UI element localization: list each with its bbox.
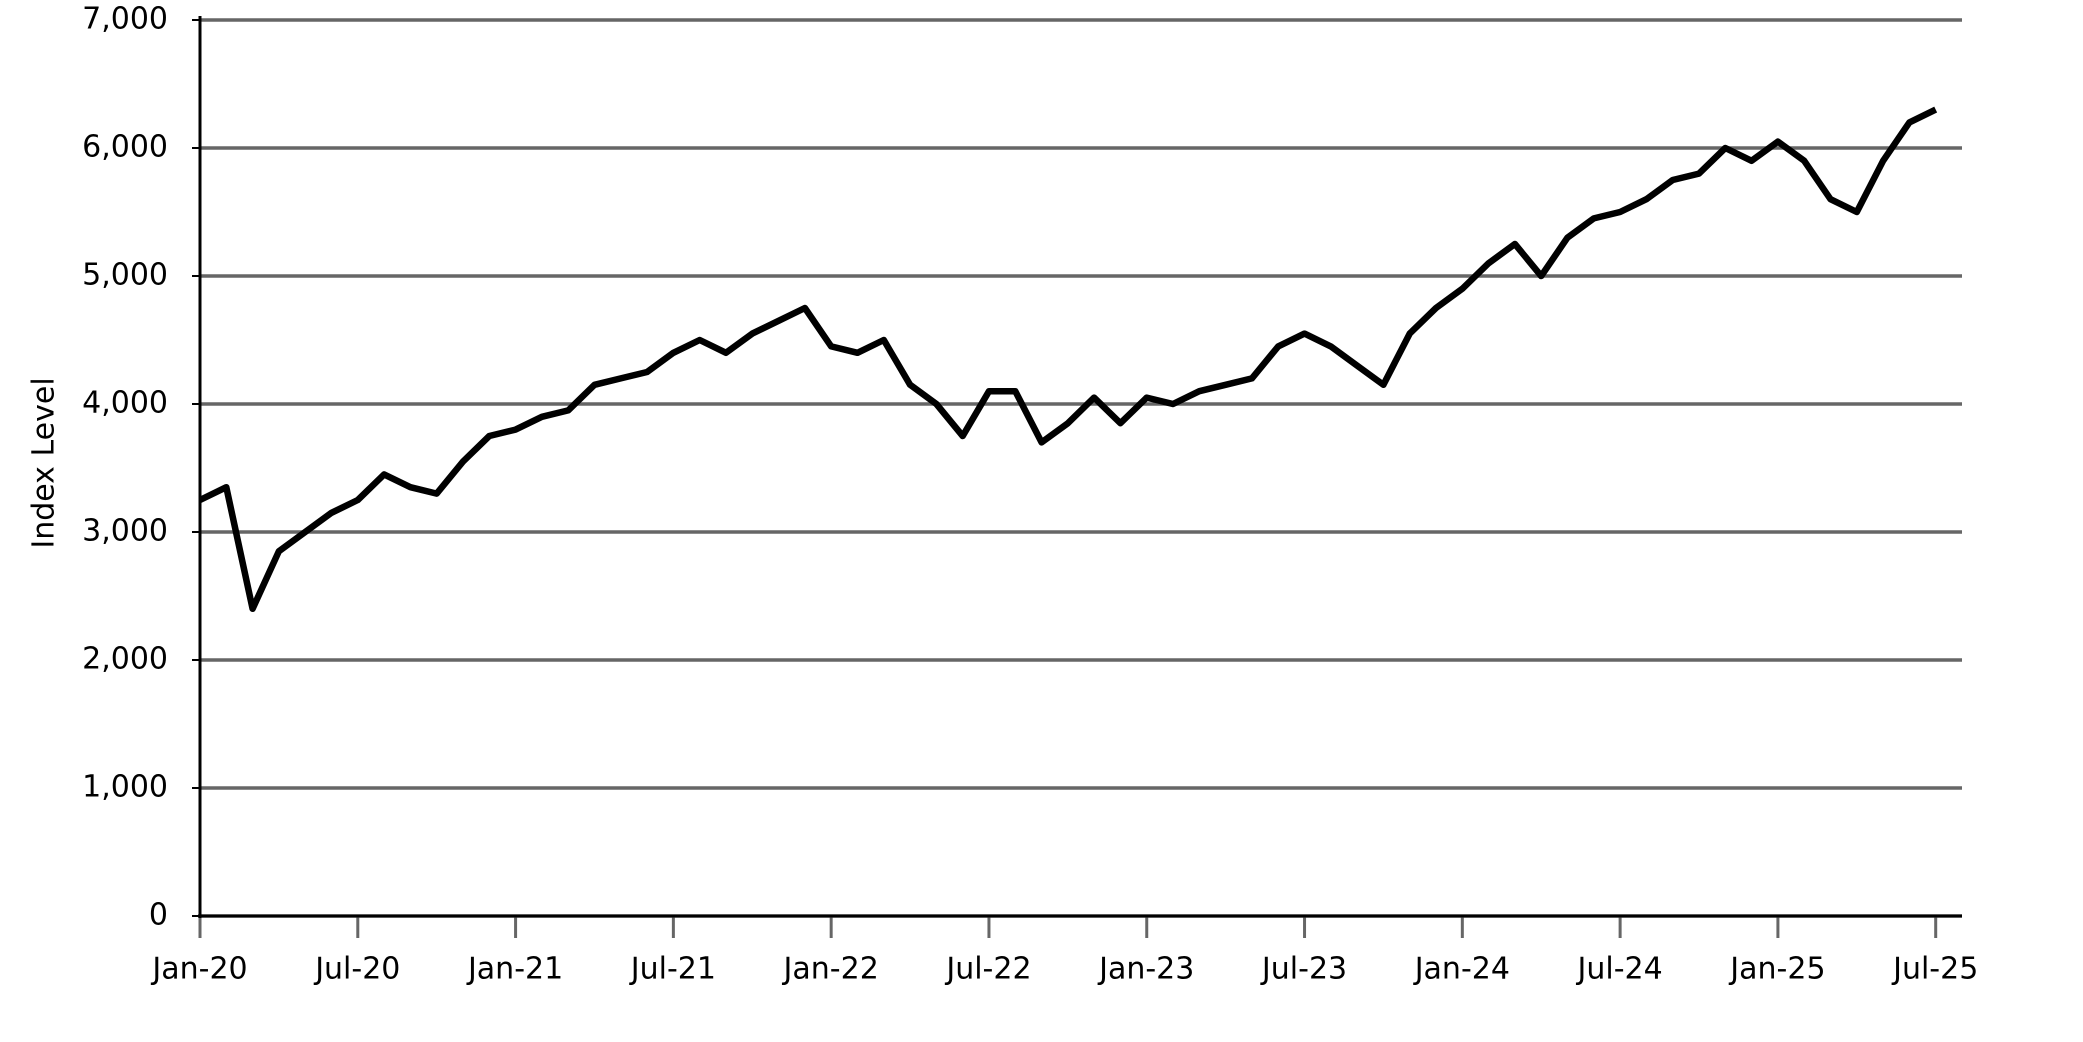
- x-tick-label: Jul-22: [944, 952, 1031, 987]
- x-tick-label: Jan-24: [1413, 952, 1510, 987]
- x-tick-label: Jul-24: [1576, 952, 1663, 987]
- y-tick-label: 3,000: [82, 514, 168, 549]
- x-tick-label: Jul-25: [1891, 952, 1978, 987]
- y-tick-label: 0: [149, 898, 168, 933]
- x-tick-label: Jan-25: [1728, 952, 1825, 987]
- y-tick-label: 1,000: [82, 770, 168, 805]
- y-tick-label: 5,000: [82, 258, 168, 293]
- x-tick-label: Jan-23: [1097, 952, 1194, 987]
- x-tick-label: Jul-20: [313, 952, 400, 987]
- y-tick-label: 4,000: [82, 386, 168, 421]
- x-tick-label: Jan-22: [782, 952, 879, 987]
- x-tick-label: Jul-21: [629, 952, 716, 987]
- y-tick-label: 2,000: [82, 642, 168, 677]
- x-tick-label: Jul-23: [1260, 952, 1347, 987]
- y-tick-label: 6,000: [82, 130, 168, 165]
- x-tick-label: Jan-20: [150, 952, 247, 987]
- x-tick-label: Jan-21: [466, 952, 563, 987]
- y-axis-label: Index Level: [27, 377, 62, 548]
- data-line: [198, 106, 1938, 613]
- y-tick-label: 7,000: [82, 2, 168, 37]
